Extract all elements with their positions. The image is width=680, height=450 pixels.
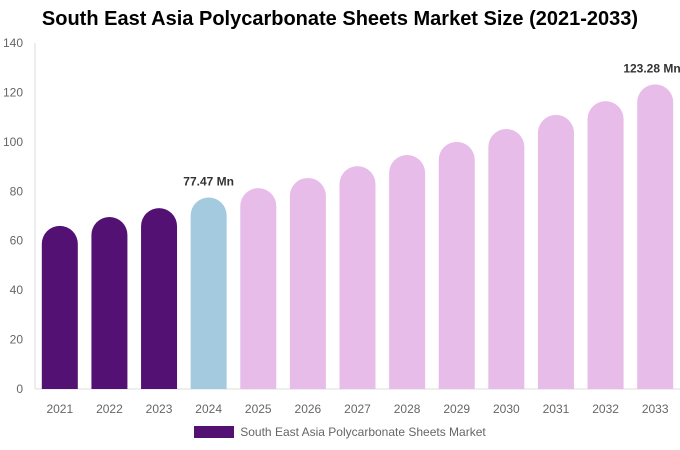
bar-2027 xyxy=(339,166,376,389)
x-tick-label: 2026 xyxy=(295,402,322,416)
x-tick-label: 2029 xyxy=(443,402,470,416)
legend: South East Asia Polycarbonate Sheets Mar… xyxy=(0,425,680,439)
bar-2029 xyxy=(438,141,475,389)
x-tick-label: 2022 xyxy=(96,402,123,416)
bar-2031 xyxy=(537,114,574,389)
y-tick-label: 60 xyxy=(10,234,24,248)
data-label-2033: 123.28 Mn xyxy=(623,61,680,75)
legend-swatch xyxy=(194,426,235,438)
bar-2024 xyxy=(190,197,227,389)
bar-2023 xyxy=(141,208,178,389)
bar-2025 xyxy=(240,188,277,389)
x-tick-label: 2027 xyxy=(344,402,371,416)
x-tick-label: 2030 xyxy=(493,402,520,416)
x-tick-label: 2023 xyxy=(146,402,173,416)
y-tick-label: 0 xyxy=(16,382,23,396)
x-tick-label: 2031 xyxy=(543,402,570,416)
bar-2030 xyxy=(488,129,525,389)
y-tick-label: 120 xyxy=(3,85,23,99)
x-tick-label: 2032 xyxy=(592,402,619,416)
x-tick-label: 2033 xyxy=(642,402,669,416)
bar-2026 xyxy=(289,177,326,389)
chart-title: South East Asia Polycarbonate Sheets Mar… xyxy=(41,8,639,30)
x-tick-label: 2025 xyxy=(245,402,272,416)
y-tick-label: 20 xyxy=(10,333,24,347)
bar-2022 xyxy=(91,216,128,389)
y-tick-label: 100 xyxy=(3,135,23,149)
bar-2032 xyxy=(587,101,624,389)
bar-2033 xyxy=(637,84,674,389)
y-tick-label: 140 xyxy=(3,36,23,50)
y-tick-label: 40 xyxy=(10,283,24,297)
x-tick-label: 2024 xyxy=(195,402,222,416)
x-tick-label: 2028 xyxy=(394,402,421,416)
legend-label: South East Asia Polycarbonate Sheets Mar… xyxy=(240,425,486,439)
y-tick-label: 80 xyxy=(10,184,24,198)
bar-2028 xyxy=(389,154,426,389)
bar-2021 xyxy=(41,225,78,389)
data-label-2024: 77.47 Mn xyxy=(183,175,234,189)
x-tick-label: 2021 xyxy=(46,402,73,416)
